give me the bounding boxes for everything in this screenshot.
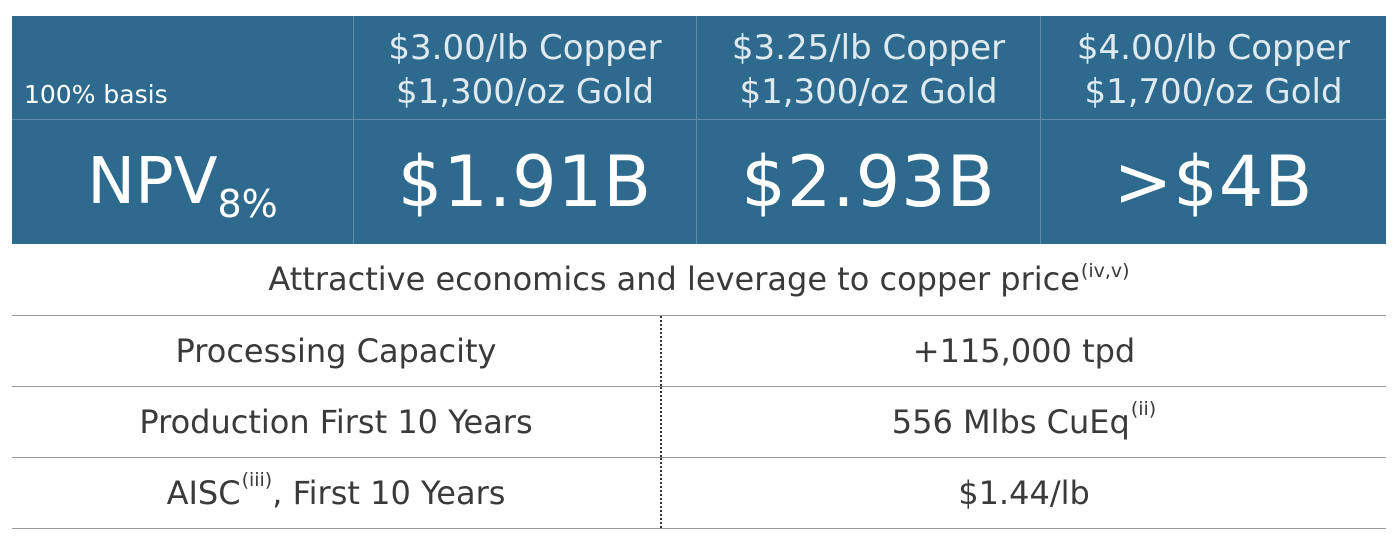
table-row: AISC (iii), First 10 Years $1.44/lb bbox=[12, 457, 1386, 529]
npv-value-2: $2.93B bbox=[697, 120, 1041, 244]
metric-value: 556 Mlbs CuEq (ii) bbox=[662, 387, 1386, 457]
basis-label: 100% basis bbox=[12, 16, 354, 120]
copper-price: $3.25/lb Copper bbox=[731, 27, 1006, 68]
npv-table: 100% basis $3.00/lb Copper $1,300/oz Gol… bbox=[12, 16, 1386, 244]
npv-text: NPV bbox=[87, 145, 218, 219]
table-row: Production First 10 Years 556 Mlbs CuEq(… bbox=[12, 386, 1386, 457]
metric-label-text: Processing Capacity bbox=[175, 332, 497, 370]
scenario-header-2: $3.25/lb Copper $1,300/oz Gold bbox=[697, 16, 1041, 120]
label-footnote: (iii) bbox=[241, 469, 273, 491]
scenario-header-1: $3.00/lb Copper $1,300/oz Gold bbox=[354, 16, 697, 120]
metric-label: AISC (iii), First 10 Years bbox=[12, 458, 660, 528]
gold-price: $1,300/oz Gold bbox=[739, 71, 998, 112]
npv-value-3: >$4B bbox=[1113, 141, 1314, 223]
value-footnote: (ii) bbox=[1130, 398, 1157, 420]
metric-value-text: +115,000 tpd bbox=[912, 332, 1136, 370]
dotted-divider bbox=[660, 458, 662, 528]
dotted-divider bbox=[660, 387, 662, 457]
metric-label-text: Production First 10 Years bbox=[139, 403, 533, 441]
copper-price: $4.00/lb Copper bbox=[1076, 27, 1351, 68]
metrics-table: Processing Capacity +115,000 tpd Product… bbox=[12, 315, 1386, 529]
caption-footnote: (iv,v) bbox=[1080, 260, 1130, 282]
metric-value: $1.44/lb bbox=[662, 458, 1386, 528]
table-row: Processing Capacity +115,000 tpd bbox=[12, 315, 1386, 386]
gold-price: $1,300/oz Gold bbox=[395, 71, 655, 112]
metric-value-text: $1.44/lb bbox=[958, 474, 1090, 512]
metric-label: Production First 10 Years bbox=[12, 387, 660, 457]
metric-label-text: AISC bbox=[166, 474, 241, 512]
scenario-header-3: $4.00/lb Copper $1,700/oz Gold bbox=[1041, 16, 1386, 120]
metric-label-suffix: , First 10 Years bbox=[272, 474, 506, 512]
economics-caption: Attractive economics and leverage to cop… bbox=[0, 260, 1398, 298]
npv-subscript: 8% bbox=[217, 182, 278, 226]
metric-value: +115,000 tpd bbox=[662, 316, 1386, 386]
copper-price: $3.00/lb Copper bbox=[388, 27, 662, 68]
gold-price: $1,700/oz Gold bbox=[1084, 71, 1343, 112]
caption-text: Attractive economics and leverage to cop… bbox=[268, 260, 1080, 298]
npv-value-1: $1.91B bbox=[354, 120, 697, 244]
npv-label: NPV 8% bbox=[12, 120, 354, 244]
dotted-divider bbox=[660, 316, 662, 386]
metric-label: Processing Capacity bbox=[12, 316, 660, 386]
metric-value-text: 556 Mlbs CuEq bbox=[891, 403, 1130, 441]
